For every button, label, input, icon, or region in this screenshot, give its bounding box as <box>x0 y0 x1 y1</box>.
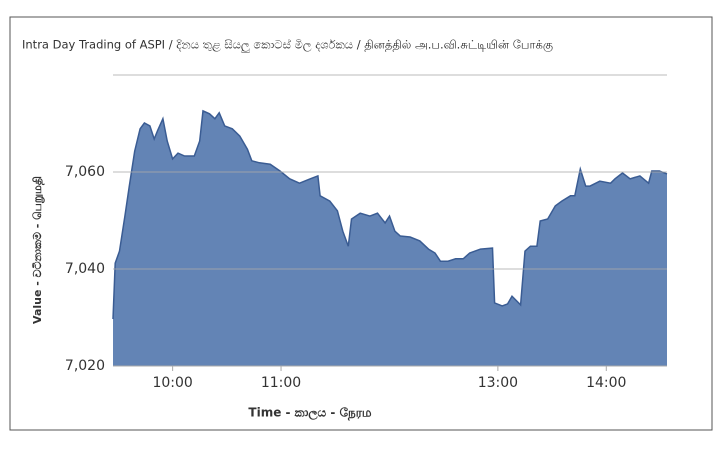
y-axis-label: Value - වටිනාකම - பெறுமதி <box>31 176 45 324</box>
x-tick-label: 11:00 <box>261 375 301 391</box>
x-axis-label: Time - කාලය - நேரம <box>248 406 372 422</box>
y-tick-label: 7,060 <box>65 164 105 180</box>
y-tick-label: 7,040 <box>65 261 105 277</box>
line <box>112 109 668 320</box>
area <box>113 110 667 367</box>
x-tick-label: 10:00 <box>152 375 192 391</box>
x-tick-label: 14:00 <box>586 375 626 391</box>
x-tick-label: 13:00 <box>478 375 518 391</box>
chart-title: Intra Day Trading of ASPI / දිනය තුළ සිය… <box>22 37 554 53</box>
y-tick-label: 7,020 <box>65 358 105 374</box>
